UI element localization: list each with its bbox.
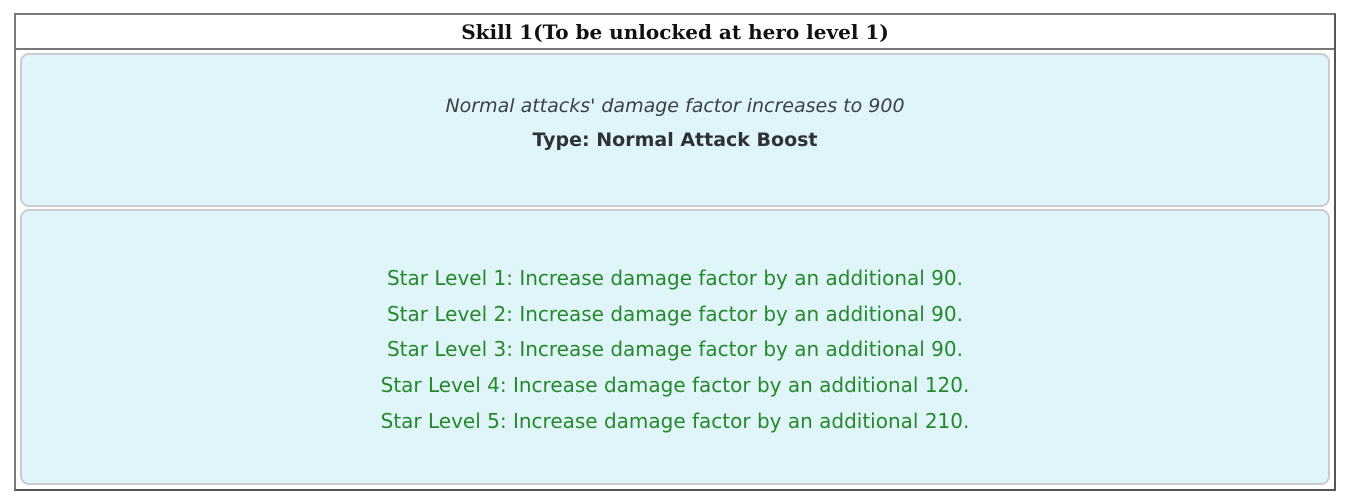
star-level-5: Star Level 5: Increase damage factor by … [380, 408, 970, 433]
skill-table: Skill 1(To be unlocked at hero level 1) … [14, 13, 1336, 491]
star-levels-box: Star Level 1: Increase damage factor by … [20, 209, 1330, 485]
star-level-1: Star Level 1: Increase damage factor by … [386, 266, 963, 290]
skill-description-box: Normal attacks' damage factor increases … [20, 53, 1330, 207]
skill-description: Normal attacks' damage factor increases … [445, 95, 905, 117]
skill-title: Skill 1(To be unlocked at hero level 1) [16, 15, 1334, 50]
star-level-4: Star Level 4: Increase damage factor by … [380, 373, 970, 398]
star-level-3: Star Level 3: Increase damage factor by … [386, 337, 963, 362]
star-level-2: Star Level 2: Increase damage factor by … [386, 301, 963, 326]
skill-type: Type: Normal Attack Boost [532, 129, 818, 151]
